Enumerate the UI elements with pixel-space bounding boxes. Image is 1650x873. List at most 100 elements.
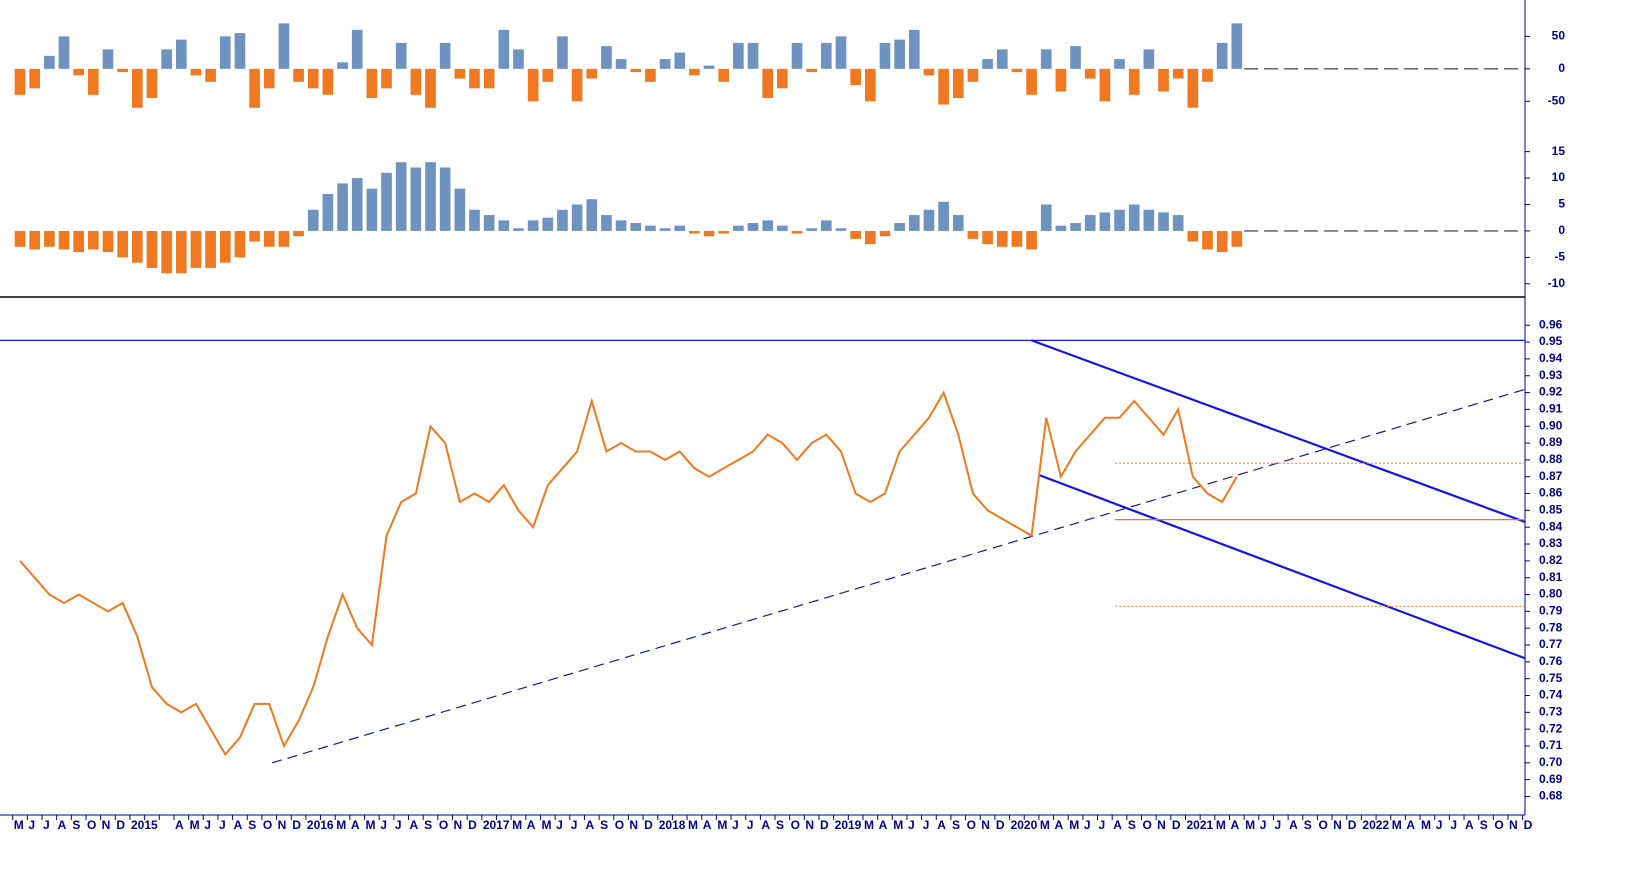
x-tick-label: D [820, 818, 829, 832]
y-tick-label: 0.93 [1539, 368, 1563, 382]
bar [1099, 68, 1111, 102]
y-tick-label: 0.89 [1539, 435, 1563, 449]
bar [718, 230, 730, 234]
x-tick-label: M [1421, 818, 1431, 832]
y-tick-label: 0.75 [1539, 671, 1563, 685]
x-tick-label: A [1113, 818, 1122, 832]
bar [483, 68, 495, 89]
bar [791, 42, 803, 69]
bar [601, 46, 612, 69]
bar [791, 230, 803, 234]
bar [410, 68, 422, 95]
bar [542, 68, 554, 82]
bar [1231, 230, 1243, 247]
x-tick-label: A [1230, 818, 1239, 832]
x-tick-label: J [204, 818, 211, 832]
x-tick-label: O [263, 818, 272, 832]
x-tick-label: O [967, 818, 976, 832]
bar [864, 68, 876, 102]
bar [982, 59, 993, 69]
x-tick-label: M [366, 818, 376, 832]
x-tick-label: D [116, 818, 125, 832]
bar [894, 222, 905, 231]
x-tick-label: A [761, 818, 770, 832]
x-tick-label: D [644, 818, 653, 832]
x-tick-label: M [1216, 818, 1226, 832]
bar [146, 68, 158, 99]
x-tick-label: O [439, 818, 448, 832]
x-tick-label: A [175, 818, 184, 832]
x-tick-label: A [410, 818, 419, 832]
bar [747, 222, 759, 231]
y-tick-label: 0.68 [1539, 789, 1563, 803]
bar [1231, 23, 1243, 69]
y-tick-label: 0.91 [1539, 402, 1563, 416]
x-tick-label: A [1055, 818, 1064, 832]
bar [351, 178, 363, 231]
bar [322, 193, 334, 231]
bar [835, 228, 847, 231]
y-tick-label: 0.82 [1539, 553, 1563, 567]
bar [73, 68, 84, 76]
bar [1216, 42, 1228, 69]
x-tick-label: S [1480, 818, 1488, 832]
bar [1084, 215, 1096, 231]
y-tick-label: 0.76 [1539, 654, 1563, 668]
bar [952, 215, 964, 231]
bar [938, 68, 949, 105]
bar [293, 68, 304, 82]
bar [1158, 68, 1169, 92]
y-tick-label: 0.74 [1539, 688, 1563, 702]
x-tick-label: A [703, 818, 712, 832]
bar [879, 42, 891, 69]
bar [996, 230, 1008, 247]
x-tick-label: O [1494, 818, 1503, 832]
bar [307, 209, 319, 231]
bar [366, 188, 378, 231]
bar [88, 68, 99, 95]
y-tick-label: 0.81 [1539, 570, 1563, 584]
x-tick-label: J [43, 818, 50, 832]
bar [469, 209, 480, 231]
bar [1128, 68, 1140, 95]
x-tick-label: S [776, 818, 784, 832]
bar [542, 217, 554, 231]
y-tick-label: 0.77 [1539, 637, 1563, 651]
bar [615, 220, 627, 231]
bar [703, 230, 715, 237]
y-tick-label: 0.84 [1539, 519, 1563, 533]
bar [1128, 204, 1140, 231]
bar [835, 36, 847, 69]
bar [44, 55, 55, 69]
y-tick-label: 0.79 [1539, 604, 1563, 618]
bar [1070, 46, 1081, 69]
x-tick-label: D [1172, 818, 1181, 832]
y-tick-label: 0.86 [1539, 486, 1563, 500]
bar [234, 230, 246, 258]
y-tick-label: 0.69 [1539, 772, 1563, 786]
bar [366, 68, 378, 99]
bar [777, 68, 788, 89]
y-tick-label: 0.72 [1539, 721, 1563, 735]
x-tick-label: J [1260, 818, 1267, 832]
y-tick-label: 0.96 [1539, 317, 1563, 331]
y-tick-label: 0.88 [1539, 452, 1563, 466]
bar [175, 39, 187, 69]
y-tick-label: 0 [1558, 223, 1565, 237]
bar [1114, 209, 1125, 231]
bar [601, 215, 612, 231]
y-tick-label: 0.70 [1539, 755, 1563, 769]
bar [1114, 59, 1125, 69]
x-tick-label: J [923, 818, 930, 832]
y-tick-label: 0.78 [1539, 620, 1563, 634]
x-tick-label: S [1128, 818, 1136, 832]
bar [1070, 222, 1081, 231]
bar [821, 220, 832, 231]
x-tick-label: J [1274, 818, 1281, 832]
x-tick-label: N [1333, 818, 1342, 832]
x-tick-label: A [937, 818, 946, 832]
bar [586, 68, 598, 79]
bar [1158, 212, 1169, 231]
bar [483, 215, 495, 231]
